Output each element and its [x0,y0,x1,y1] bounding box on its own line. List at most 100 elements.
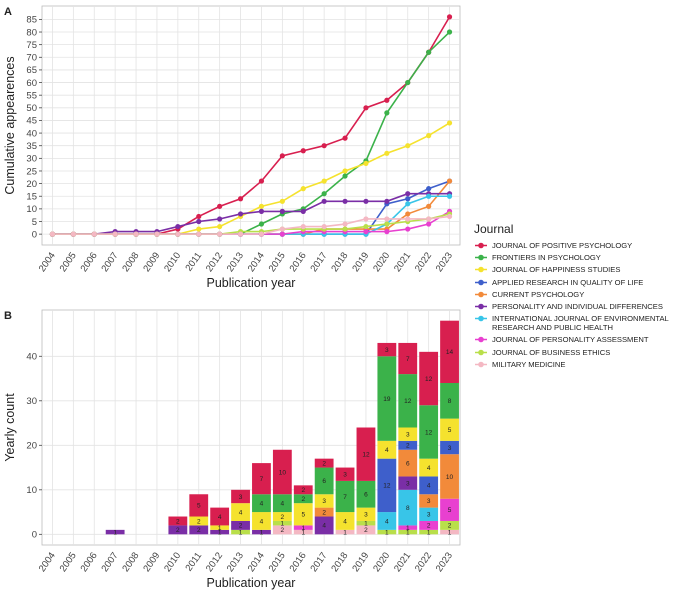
point [426,216,432,222]
bar-segment [168,525,188,535]
bar-segment [440,529,459,535]
bar-segment [356,520,376,526]
bar-value-label: 2 [176,527,180,534]
bar-value-label: 8 [448,398,452,405]
legend-key [475,291,487,298]
bar-value-label: 1 [364,520,368,527]
point [217,216,223,222]
bar-value-label: 2 [301,487,305,494]
x-tick-label: 2015 [267,250,288,274]
bar-segment [398,440,418,450]
x-tick-label: 2023 [434,250,455,274]
legend-label: JOURNAL OF PERSONALITY ASSESSMENT [492,335,649,345]
bar-value-label: 4 [343,518,347,525]
x-tick-label: 2006 [79,550,100,574]
x-tick-label: 2004 [37,550,58,574]
bar-segment [356,427,376,481]
bar-value-label: 12 [425,429,433,436]
bar-value-label: 1 [427,529,431,536]
bar-value-label: 2 [281,514,285,521]
x-tick-label: 2007 [99,250,120,274]
bar-value-label: 1 [301,525,305,532]
legend-dot [478,254,484,261]
bar-value-label: 2 [322,509,326,516]
point [342,198,348,204]
bar-value-label: 1 [448,529,452,536]
bar-segment [168,516,188,526]
point [49,231,56,237]
bar-value-label: 3 [406,431,410,438]
x-axis-label: Publication year [207,576,296,590]
legend-key [475,361,487,367]
y-tick-label: 10 [26,204,37,215]
series-line [52,192,450,235]
legend-dot [478,279,484,285]
x-tick-label: 2019 [350,250,371,274]
point [321,198,327,204]
bar-segment [335,467,355,481]
bar-value-label: 3 [364,512,368,519]
point [237,211,244,217]
bar-segment [272,494,292,513]
bar-segment [272,449,292,495]
x-tick-label: 2012 [204,250,225,274]
x-tick-label: 2007 [99,550,120,574]
bar-segment [419,405,439,459]
bar-value-label: 2 [281,527,285,534]
bar-value-label: 2 [322,460,326,467]
point [342,173,348,179]
point [258,208,265,214]
bar-segment [356,507,376,521]
y-tick-label: 40 [26,128,37,139]
bar-segment [314,458,334,468]
x-tick-label: 2020 [371,550,392,574]
y-tick-label: 20 [26,179,37,190]
point [258,231,265,237]
legend-label: APPLIED RESEARCH IN QUALITY OF LIFE [492,277,644,287]
legend-item: FRONTIERS IN PSYCHOLOGY [474,253,682,262]
y-tick-label: 80 [26,27,37,38]
legend-item: INTERNATIONAL JOURNAL OF ENVIRONMENTAL R… [474,314,682,332]
y-tick-label: 25 [26,166,37,177]
point [426,203,432,209]
point [405,216,411,222]
bar-segment [377,440,397,459]
point [363,229,369,235]
point [363,198,369,204]
y-tick-label: 0 [32,530,37,541]
bar-value-label: 12 [425,376,433,383]
legend-key [475,315,487,322]
point [405,196,411,202]
bar-value-label: 2 [427,523,431,530]
bar-segment [398,476,418,490]
point [300,223,306,230]
y-tick-label: 5 [32,217,37,228]
bar-value-label: 8 [406,505,410,512]
bar-segment [210,525,230,530]
point [300,186,306,192]
point [321,178,327,184]
legend-dot [478,291,484,298]
legend-dot [478,303,484,310]
y-tick-label: 15 [26,192,37,203]
bar-value-label: 4 [260,518,264,525]
point [426,193,432,199]
point [405,211,411,217]
point [384,110,390,116]
bar-value-label: 3 [427,512,431,519]
point [279,198,285,204]
x-tick-label: 2014 [246,250,267,274]
bar-segment [231,529,250,535]
bar-segment [377,529,397,535]
bar-segment [252,512,271,530]
bar-value-label: 1 [281,520,285,527]
bar-value-label: 6 [364,492,368,499]
bar-value-label: 2 [364,527,368,534]
x-tick-label: 2009 [141,250,162,274]
legend-item: PERSONALITY AND INDIVIDUAL DIFFERENCES [474,302,682,311]
point [426,221,432,227]
series-line [52,215,450,235]
x-tick-label: 2013 [225,550,246,574]
bar-segment [398,374,418,428]
bar-value-label: 7 [406,356,410,363]
